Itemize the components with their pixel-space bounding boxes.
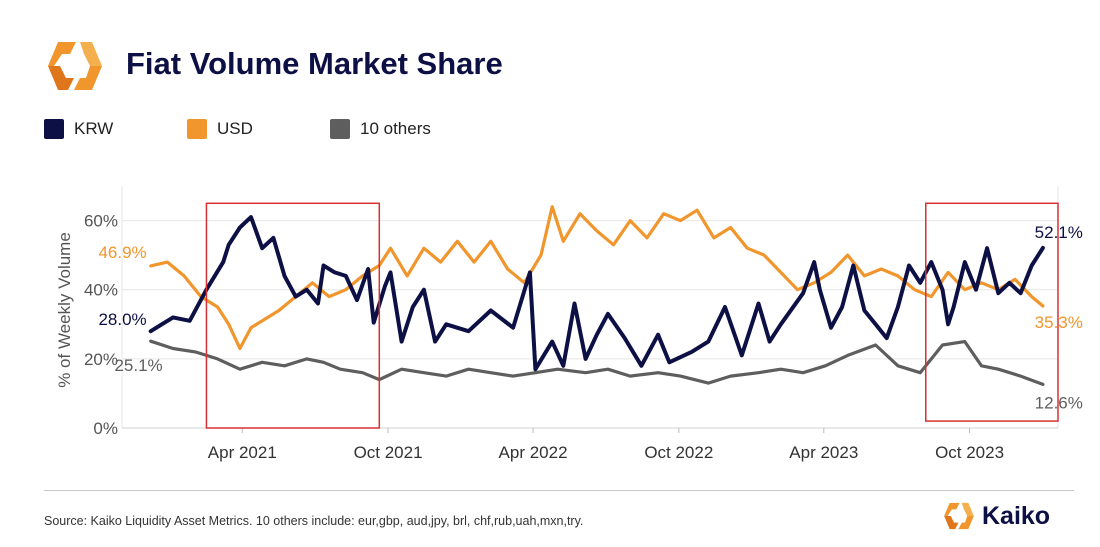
x-tick-label: Oct 2021 [354, 443, 423, 462]
series-line-krw [148, 215, 1045, 372]
source-note: Source: Kaiko Liquidity Asset Metrics. 1… [44, 514, 584, 528]
chart-axes: 0% 20% 40% 60% Apr 2021 Oct 2021 Apr 2022 Oct 2… [55, 212, 1004, 462]
series-line-others [149, 339, 1045, 386]
highlight-boxes [205, 202, 1059, 429]
legend-swatch-others [330, 119, 350, 139]
y-tick-label: 60% [84, 212, 118, 231]
data-label-krw-start: 28.0% [98, 310, 146, 329]
data-label-usd-start: 46.9% [98, 243, 146, 262]
y-axis-label: % of Weekly Volume [55, 232, 74, 388]
highlight-box-1 [205, 202, 381, 429]
x-tick-label: Apr 2023 [789, 443, 858, 462]
x-tick-label: Oct 2023 [935, 443, 1004, 462]
footer-divider [44, 490, 1074, 491]
data-labels: 46.9% 28.0% 25.1% 52.1% 35.3% 12.6% [98, 223, 1082, 413]
data-label-usd-end: 35.3% [1035, 313, 1083, 332]
kaiko-brand-icon [944, 502, 974, 530]
y-tick-label: 20% [84, 350, 118, 369]
kaiko-logo-icon [48, 42, 102, 90]
legend-swatch-usd [187, 119, 207, 139]
y-tick-label: 0% [93, 419, 118, 438]
legend-label-others: 10 others [360, 119, 431, 138]
y-tick-label: 40% [84, 281, 118, 300]
page-title: Fiat Volume Market Share [126, 46, 503, 81]
legend-swatch-krw [44, 119, 64, 139]
legend-label-usd: USD [217, 119, 253, 138]
data-label-others-start: 25.1% [114, 356, 162, 375]
brand-name: Kaiko [982, 502, 1051, 530]
line-chart: 0% 20% 40% 60% Apr 2021 Oct 2021 Apr 2022 Oct 2… [55, 186, 1083, 462]
x-tick-label: Apr 2022 [499, 443, 568, 462]
data-label-others-end: 12.6% [1035, 393, 1083, 412]
chart-series [148, 205, 1045, 386]
series-line-usd [149, 205, 1045, 351]
x-tick-label: Apr 2021 [208, 443, 277, 462]
data-label-krw-end: 52.1% [1035, 223, 1083, 242]
legend-label-krw: KRW [74, 119, 114, 138]
highlight-box-2 [925, 202, 1059, 422]
x-tick-label: Oct 2022 [644, 443, 713, 462]
